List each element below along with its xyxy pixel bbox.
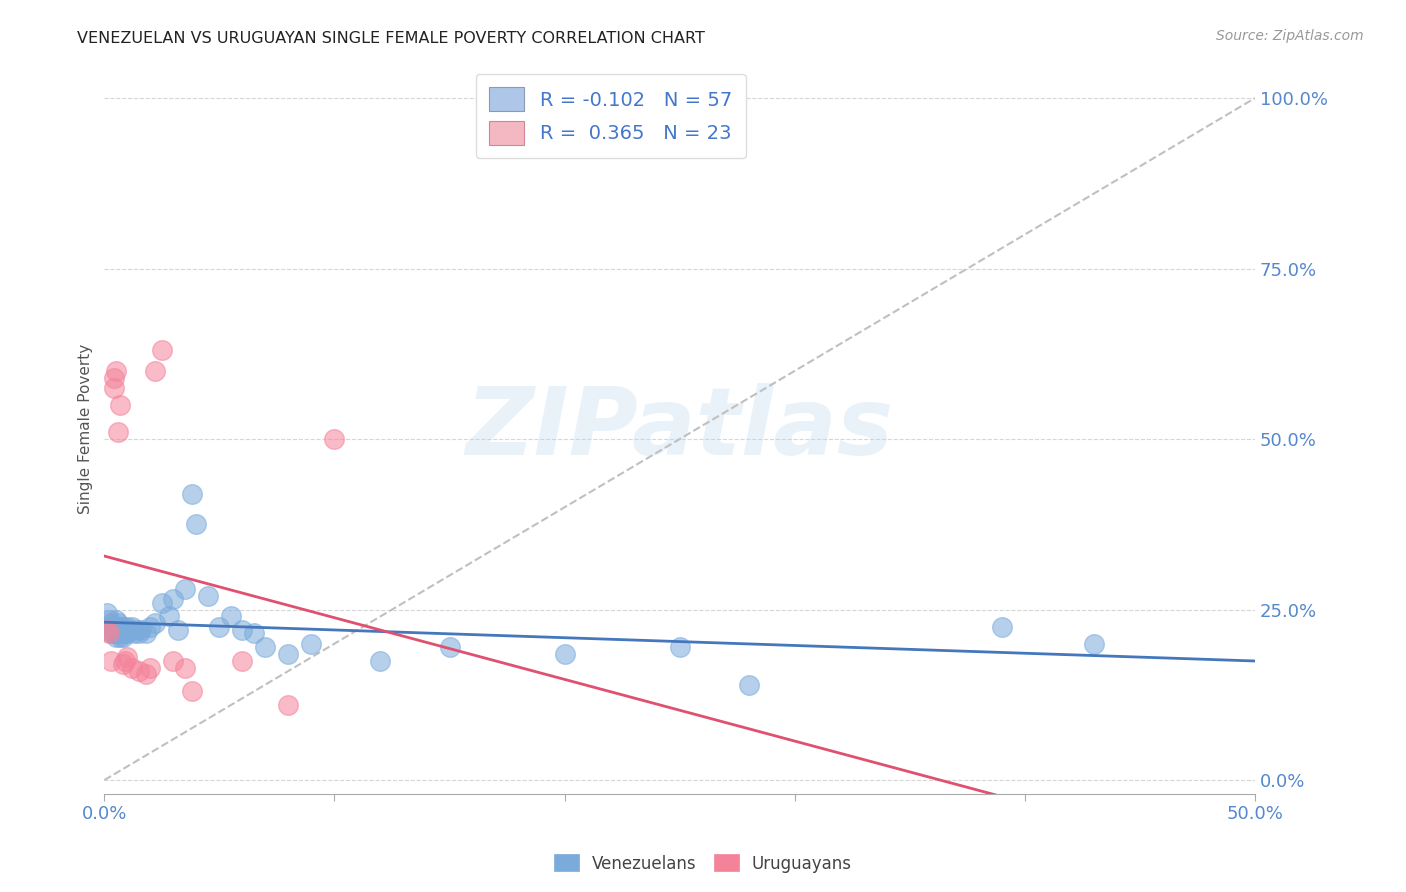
Point: [1083, 637, 1105, 651]
Point: [323, 432, 346, 446]
Text: Source: ZipAtlas.com: Source: ZipAtlas.com: [1216, 29, 1364, 43]
Point: [150, 596, 173, 610]
Point: [554, 647, 576, 661]
Point: [110, 398, 132, 412]
Point: [117, 650, 139, 665]
Point: [143, 364, 166, 378]
Point: [174, 660, 197, 674]
Point: [231, 623, 253, 637]
Point: [370, 654, 392, 668]
Point: [162, 592, 184, 607]
Point: [180, 684, 202, 698]
Point: [103, 381, 125, 395]
Y-axis label: Single Female Poverty: Single Female Poverty: [79, 343, 93, 514]
Point: [254, 640, 277, 654]
Point: [103, 370, 125, 384]
Point: [737, 677, 759, 691]
Point: [117, 626, 139, 640]
Point: [124, 626, 146, 640]
Point: [110, 626, 132, 640]
Point: [114, 623, 136, 637]
Point: [174, 582, 197, 596]
Point: [143, 616, 166, 631]
Point: [104, 619, 127, 633]
Point: [125, 623, 148, 637]
Point: [114, 626, 136, 640]
Point: [96, 606, 118, 620]
Point: [990, 619, 1012, 633]
Point: [107, 425, 129, 440]
Point: [98, 626, 121, 640]
Point: [135, 667, 157, 681]
Point: [139, 660, 162, 674]
Point: [107, 623, 129, 637]
Point: [135, 626, 157, 640]
Point: [128, 664, 150, 678]
Text: VENEZUELAN VS URUGUAYAN SINGLE FEMALE POVERTY CORRELATION CHART: VENEZUELAN VS URUGUAYAN SINGLE FEMALE PO…: [77, 31, 706, 46]
Point: [157, 609, 180, 624]
Point: [100, 626, 122, 640]
Point: [129, 623, 152, 637]
Point: [100, 623, 122, 637]
Point: [96, 623, 118, 637]
Point: [439, 640, 461, 654]
Point: [103, 626, 125, 640]
Point: [111, 657, 134, 672]
Legend: R = -0.102   N = 57, R =  0.365   N = 23: R = -0.102 N = 57, R = 0.365 N = 23: [475, 74, 745, 158]
Point: [150, 343, 173, 358]
Point: [110, 630, 132, 644]
Point: [277, 647, 299, 661]
Point: [107, 616, 129, 631]
Point: [301, 637, 323, 651]
Point: [121, 660, 143, 674]
Point: [104, 613, 127, 627]
Point: [117, 619, 139, 633]
Point: [100, 654, 122, 668]
Point: [111, 626, 134, 640]
Point: [98, 619, 121, 633]
Point: [219, 609, 242, 624]
Point: [103, 619, 125, 633]
Point: [243, 626, 266, 640]
Point: [180, 486, 202, 500]
Point: [118, 623, 141, 637]
Point: [104, 630, 127, 644]
Point: [107, 626, 129, 640]
Point: [128, 626, 150, 640]
Point: [197, 589, 219, 603]
Point: [114, 654, 136, 668]
Point: [167, 623, 190, 637]
Point: [121, 619, 143, 633]
Point: [231, 654, 253, 668]
Point: [186, 517, 208, 532]
Point: [162, 654, 184, 668]
Point: [277, 698, 299, 712]
Legend: Venezuelans, Uruguayans: Venezuelans, Uruguayans: [547, 847, 859, 880]
Point: [208, 619, 231, 633]
Text: ZIPatlas: ZIPatlas: [465, 383, 894, 475]
Point: [98, 613, 121, 627]
Point: [111, 630, 134, 644]
Point: [100, 616, 122, 631]
Point: [104, 364, 127, 378]
Point: [111, 619, 134, 633]
Point: [103, 623, 125, 637]
Point: [110, 619, 132, 633]
Point: [139, 619, 162, 633]
Point: [104, 623, 127, 637]
Point: [668, 640, 690, 654]
